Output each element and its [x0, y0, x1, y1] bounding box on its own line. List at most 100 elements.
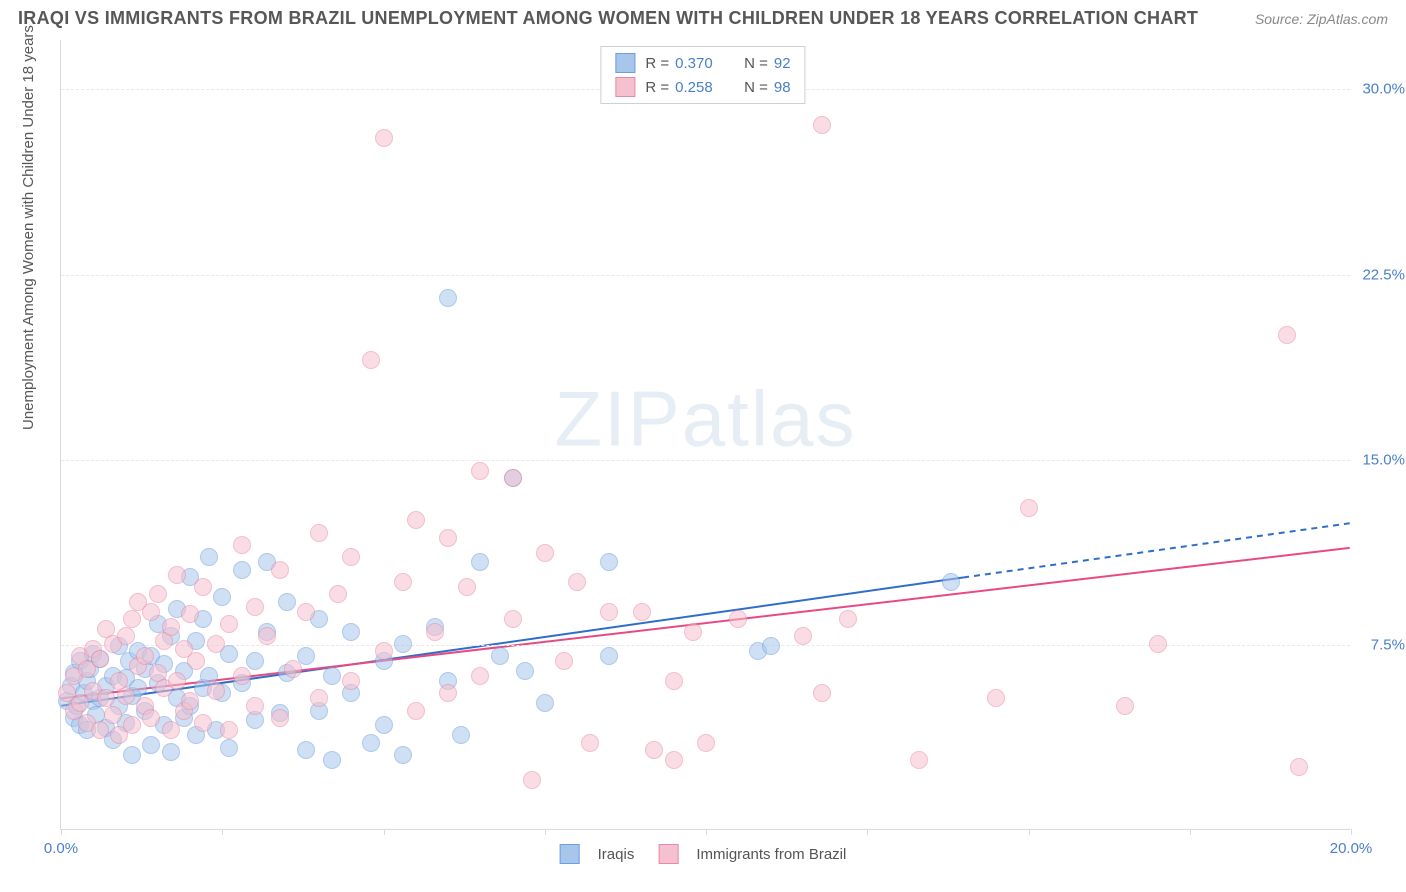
scatter-point — [684, 623, 702, 641]
scatter-point — [207, 682, 225, 700]
xtick-mark — [384, 829, 385, 835]
scatter-point — [162, 721, 180, 739]
scatter-point — [375, 716, 393, 734]
scatter-point — [665, 672, 683, 690]
scatter-point — [310, 524, 328, 542]
r-label: R = — [645, 79, 669, 96]
scatter-point — [600, 647, 618, 665]
swatch-brazil — [658, 844, 678, 864]
title-bar: IRAQI VS IMMIGRANTS FROM BRAZIL UNEMPLOY… — [18, 8, 1388, 29]
scatter-point — [729, 610, 747, 628]
scatter-point — [123, 716, 141, 734]
scatter-point — [104, 706, 122, 724]
chart-container: IRAQI VS IMMIGRANTS FROM BRAZIL UNEMPLOY… — [0, 0, 1406, 892]
scatter-point — [523, 771, 541, 789]
scatter-point — [504, 610, 522, 628]
scatter-point — [220, 615, 238, 633]
scatter-point — [200, 548, 218, 566]
watermark: ZIPatlas — [554, 373, 856, 464]
legend-item-iraqis: Iraqis — [560, 844, 635, 864]
scatter-point — [246, 697, 264, 715]
watermark-text: ZIP — [554, 374, 681, 462]
scatter-point — [1290, 758, 1308, 776]
scatter-point — [536, 694, 554, 712]
xtick-mark — [706, 829, 707, 835]
scatter-point — [762, 637, 780, 655]
scatter-point — [407, 511, 425, 529]
scatter-point — [942, 573, 960, 591]
scatter-point — [394, 746, 412, 764]
scatter-point — [342, 623, 360, 641]
scatter-point — [987, 689, 1005, 707]
ytick-label: 7.5% — [1371, 636, 1405, 653]
n-label: N = — [744, 55, 768, 72]
scatter-point — [220, 721, 238, 739]
scatter-point — [568, 573, 586, 591]
legend-stats-row-0: R = 0.370 N = 92 — [601, 51, 804, 75]
scatter-point — [581, 734, 599, 752]
scatter-point — [117, 687, 135, 705]
scatter-point — [1116, 697, 1134, 715]
source-credit: Source: ZipAtlas.com — [1255, 11, 1388, 27]
xtick-mark — [222, 829, 223, 835]
scatter-point — [136, 647, 154, 665]
scatter-point — [162, 618, 180, 636]
scatter-point — [439, 684, 457, 702]
xtick-mark — [1029, 829, 1030, 835]
scatter-point — [271, 561, 289, 579]
scatter-point — [394, 573, 412, 591]
scatter-point — [233, 667, 251, 685]
scatter-point — [645, 741, 663, 759]
scatter-point — [168, 566, 186, 584]
scatter-point — [394, 635, 412, 653]
scatter-point — [123, 610, 141, 628]
scatter-point — [142, 709, 160, 727]
scatter-point — [258, 627, 276, 645]
scatter-point — [458, 578, 476, 596]
scatter-point — [233, 561, 251, 579]
scatter-point — [536, 544, 554, 562]
scatter-point — [665, 751, 683, 769]
scatter-point — [813, 116, 831, 134]
scatter-point — [323, 751, 341, 769]
n-value-brazil: 98 — [774, 79, 791, 96]
scatter-point — [149, 585, 167, 603]
scatter-point — [168, 672, 186, 690]
scatter-point — [452, 726, 470, 744]
xtick-mark — [61, 829, 62, 835]
scatter-point — [123, 746, 141, 764]
scatter-point — [342, 672, 360, 690]
legend-label-brazil: Immigrants from Brazil — [696, 846, 846, 863]
scatter-point — [194, 578, 212, 596]
scatter-point — [142, 736, 160, 754]
scatter-point — [271, 709, 289, 727]
xtick-mark — [1351, 829, 1352, 835]
xtick-mark — [867, 829, 868, 835]
scatter-point — [362, 351, 380, 369]
scatter-point — [246, 598, 264, 616]
scatter-point — [471, 462, 489, 480]
scatter-point — [813, 684, 831, 702]
ytick-label: 22.5% — [1362, 266, 1405, 283]
scatter-point — [91, 650, 109, 668]
scatter-point — [1149, 635, 1167, 653]
scatter-point — [600, 553, 618, 571]
legend-series: Iraqis Immigrants from Brazil — [560, 844, 847, 864]
scatter-point — [246, 652, 264, 670]
swatch-iraqis — [560, 844, 580, 864]
scatter-point — [516, 662, 534, 680]
scatter-point — [504, 469, 522, 487]
scatter-point — [439, 529, 457, 547]
legend-stats-row-1: R = 0.258 N = 98 — [601, 75, 804, 99]
scatter-point — [839, 610, 857, 628]
scatter-point — [375, 129, 393, 147]
scatter-point — [233, 536, 251, 554]
gridline — [61, 460, 1350, 461]
scatter-point — [284, 660, 302, 678]
scatter-point — [187, 652, 205, 670]
scatter-point — [117, 627, 135, 645]
n-label: N = — [744, 79, 768, 96]
scatter-point — [697, 734, 715, 752]
scatter-point — [329, 585, 347, 603]
scatter-point — [181, 692, 199, 710]
